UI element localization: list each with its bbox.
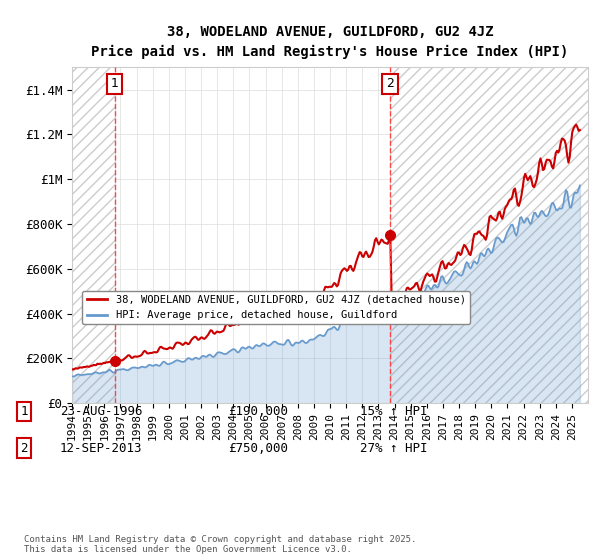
Text: 1: 1	[111, 77, 119, 90]
Text: 12-SEP-2013: 12-SEP-2013	[60, 441, 143, 455]
Text: Contains HM Land Registry data © Crown copyright and database right 2025.
This d: Contains HM Land Registry data © Crown c…	[24, 535, 416, 554]
Legend: 38, WODELAND AVENUE, GUILDFORD, GU2 4JZ (detached house), HPI: Average price, de: 38, WODELAND AVENUE, GUILDFORD, GU2 4JZ …	[82, 291, 470, 324]
Bar	[72, 67, 115, 403]
Text: 27% ↑ HPI: 27% ↑ HPI	[360, 441, 427, 455]
Bar	[72, 67, 115, 403]
Text: £190,000: £190,000	[228, 405, 288, 418]
Bar	[390, 67, 588, 403]
Text: 1: 1	[20, 405, 28, 418]
Text: 15% ↑ HPI: 15% ↑ HPI	[360, 405, 427, 418]
Text: 2: 2	[386, 77, 394, 90]
Title: 38, WODELAND AVENUE, GUILDFORD, GU2 4JZ
Price paid vs. HM Land Registry's House : 38, WODELAND AVENUE, GUILDFORD, GU2 4JZ …	[91, 25, 569, 59]
Text: 23-AUG-1996: 23-AUG-1996	[60, 405, 143, 418]
Text: 2: 2	[20, 441, 28, 455]
Text: £750,000: £750,000	[228, 441, 288, 455]
